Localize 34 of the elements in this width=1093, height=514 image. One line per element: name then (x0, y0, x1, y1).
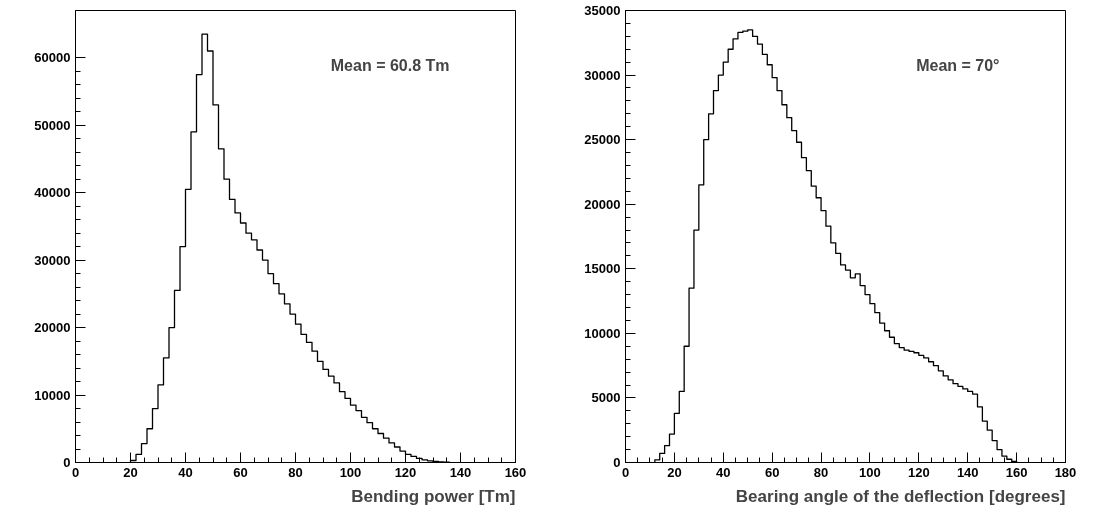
y-tick-label: 15000 (584, 261, 621, 277)
y-tick-label: 35000 (584, 3, 621, 18)
y-tick-label: 30000 (34, 252, 71, 268)
y-tick-label: 60000 (34, 50, 71, 66)
x-tick-label: 80 (813, 464, 829, 480)
y-tick-label: 5000 (591, 390, 621, 406)
x-tick-label: 40 (178, 464, 193, 480)
y-tick-label: 50000 (34, 117, 71, 133)
x-tick-label: 60 (764, 464, 780, 480)
y-tick-label: 10000 (584, 325, 621, 341)
x-tick-label: 160 (504, 464, 527, 480)
y-tick-label: 30000 (584, 67, 621, 83)
x-tick-label: 180 (1054, 464, 1077, 480)
x-tick-label: 20 (123, 464, 138, 480)
annotation: Mean = 70° (916, 56, 1000, 74)
y-tick-label: 10000 (34, 387, 71, 403)
y-tick-label: 25000 (584, 132, 621, 148)
x-tick-label: 100 (859, 464, 881, 480)
x-tick-label: 140 (956, 464, 979, 480)
x-tick-label: 20 (667, 464, 682, 480)
y-tick-label: 20000 (34, 320, 71, 336)
x-tick-label: 100 (339, 464, 362, 480)
x-tick-label: 160 (1005, 464, 1028, 480)
x-tick-label: 40 (716, 464, 731, 480)
x-axis-title: Bending power [Tm] (351, 486, 516, 506)
x-tick-label: 120 (394, 464, 417, 480)
y-tick-label: 20000 (584, 196, 621, 212)
x-tick-label: 80 (288, 464, 303, 480)
x-tick-label: 60 (233, 464, 248, 480)
annotation: Mean = 60.8 Tm (330, 56, 450, 74)
y-tick-label: 40000 (34, 185, 71, 201)
x-tick-label: 120 (907, 464, 930, 480)
x-tick-label: 140 (449, 464, 472, 480)
x-axis-title: Bearing angle of the deflection [degrees] (735, 486, 1066, 506)
